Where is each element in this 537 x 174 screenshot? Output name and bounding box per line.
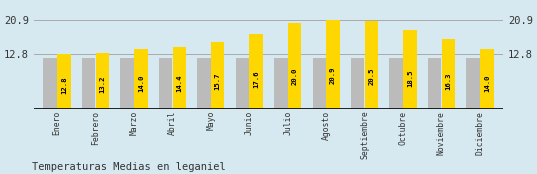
Bar — [441, 39, 455, 109]
Bar — [466, 58, 480, 109]
Text: 20.5: 20.5 — [368, 67, 374, 85]
Bar — [480, 49, 494, 109]
Text: 13.2: 13.2 — [99, 76, 105, 93]
Bar — [326, 20, 340, 109]
Bar — [313, 58, 326, 109]
Text: 12.8: 12.8 — [61, 76, 67, 94]
Bar — [288, 23, 301, 109]
Text: 20.9: 20.9 — [330, 67, 336, 84]
Text: 15.7: 15.7 — [215, 73, 221, 90]
Text: 18.5: 18.5 — [407, 70, 413, 87]
Bar — [172, 48, 186, 109]
Bar — [351, 58, 365, 109]
Bar — [389, 58, 403, 109]
Bar — [403, 30, 417, 109]
Text: 17.6: 17.6 — [253, 71, 259, 88]
Bar — [236, 58, 249, 109]
Bar — [120, 58, 134, 109]
Bar — [250, 34, 263, 109]
Bar — [365, 21, 378, 109]
Bar — [197, 58, 211, 109]
Bar — [57, 54, 71, 109]
Bar — [274, 58, 287, 109]
Bar — [96, 53, 109, 109]
Bar — [134, 49, 148, 109]
Text: 20.0: 20.0 — [292, 68, 297, 85]
Text: Temperaturas Medias en leganiel: Temperaturas Medias en leganiel — [32, 162, 226, 172]
Bar — [211, 42, 224, 109]
Bar — [159, 58, 172, 109]
Bar — [82, 58, 96, 109]
Text: 14.4: 14.4 — [176, 74, 183, 92]
Text: 16.3: 16.3 — [445, 72, 452, 90]
Bar — [43, 58, 57, 109]
Text: 14.0: 14.0 — [484, 75, 490, 92]
Text: 14.0: 14.0 — [138, 75, 144, 92]
Bar — [428, 58, 441, 109]
